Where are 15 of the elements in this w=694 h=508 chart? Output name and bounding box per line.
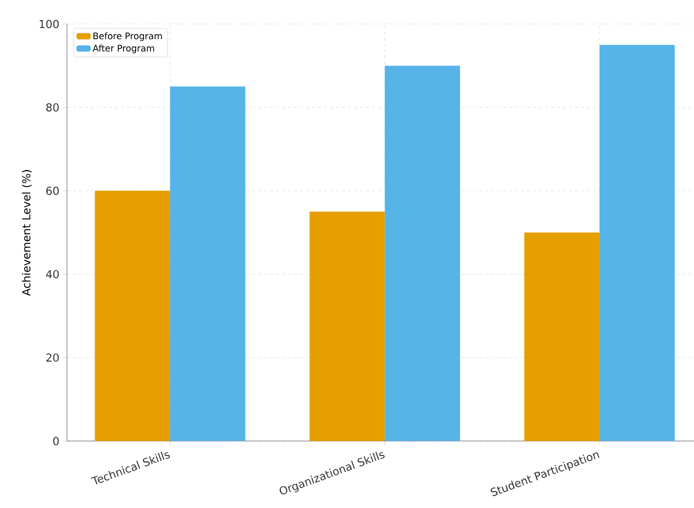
legend-label: Before Program (93, 32, 162, 42)
y-tick-label: 40 (46, 270, 59, 278)
y-tick-label: 20 (46, 353, 59, 362)
y-tick-label: 60 (46, 186, 59, 195)
bar (524, 232, 600, 441)
y-tick-label: 100 (40, 20, 59, 28)
y-tick-label: 0 (53, 436, 59, 446)
y-axis-title: Achievement Level (%) (22, 170, 32, 296)
bar (384, 66, 460, 441)
bar (170, 86, 246, 441)
bar (600, 44, 675, 441)
bar (310, 212, 385, 441)
legend-label: After Program (92, 44, 154, 54)
y-tick-label: 80 (46, 103, 59, 112)
bar (94, 190, 170, 441)
